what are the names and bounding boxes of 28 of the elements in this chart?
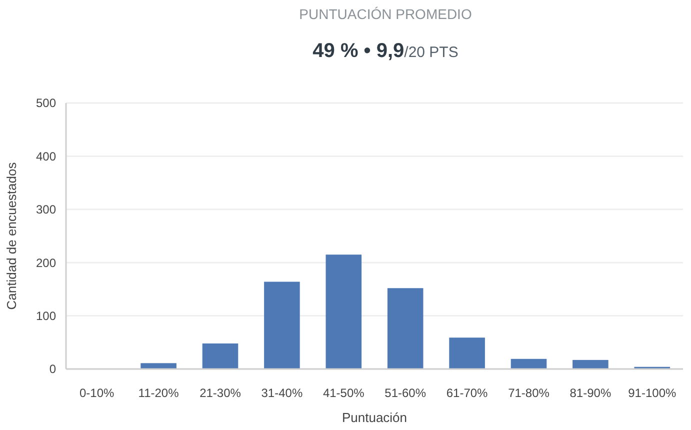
x-tick-label: 81-90% <box>570 386 612 400</box>
x-tick-label: 61-70% <box>446 386 488 400</box>
x-tick-label: 0-10% <box>80 386 115 400</box>
y-tick-label: 400 <box>36 149 56 164</box>
bar <box>449 338 485 369</box>
bar <box>387 288 424 369</box>
x-axis-title: Puntuación <box>342 410 408 425</box>
x-tick-label: 31-40% <box>261 386 303 400</box>
bar <box>326 254 362 369</box>
y-tick-label: 100 <box>36 309 56 323</box>
x-tick-label: 11-20% <box>138 386 180 400</box>
bar <box>140 363 176 369</box>
x-tick-label: 91-100% <box>628 386 676 400</box>
chart-subtitle: 49 % • 9,9/20 PTS <box>312 40 458 62</box>
bar <box>572 360 608 369</box>
x-tick-label: 71-80% <box>508 386 550 400</box>
bar <box>202 343 238 369</box>
y-tick-label: 200 <box>36 256 56 270</box>
y-tick-label: 500 <box>36 96 56 110</box>
y-tick-label: 0 <box>49 362 56 376</box>
x-tick-label: 51-60% <box>384 386 426 400</box>
y-tick-label: 300 <box>36 202 56 217</box>
x-tick-label: 21-30% <box>200 386 242 400</box>
bar <box>264 282 300 369</box>
x-tick-label: 41-50% <box>322 386 365 400</box>
y-axis-title: Cantidad de encuestados <box>4 162 19 310</box>
bar <box>510 358 547 369</box>
chart-title: PUNTUACIÓN PROMEDIO <box>299 6 472 22</box>
